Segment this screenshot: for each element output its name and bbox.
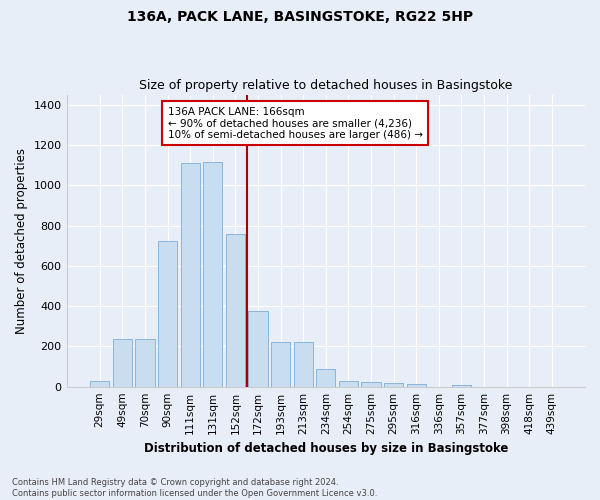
Y-axis label: Number of detached properties: Number of detached properties (15, 148, 28, 334)
Bar (158, 240, 177, 386)
Bar (248, 311, 268, 386)
Title: Size of property relative to detached houses in Basingstoke: Size of property relative to detached ho… (139, 79, 512, 92)
Text: 136A PACK LANE: 166sqm
← 90% of detached houses are smaller (4,236)
10% of semi-: 136A PACK LANE: 166sqm ← 90% of detached… (167, 106, 422, 140)
Bar (361, 382, 380, 386)
Bar (226, 234, 245, 386)
Bar (293, 342, 313, 386)
Bar (203, 162, 223, 386)
Bar (407, 384, 426, 386)
Text: Contains HM Land Registry data © Crown copyright and database right 2024.
Contai: Contains HM Land Registry data © Crown c… (12, 478, 377, 498)
Bar (181, 163, 200, 386)
Bar (452, 384, 471, 386)
Bar (113, 340, 132, 386)
Bar (136, 340, 155, 386)
X-axis label: Distribution of detached houses by size in Basingstoke: Distribution of detached houses by size … (143, 442, 508, 455)
Text: 136A, PACK LANE, BASINGSTOKE, RG22 5HP: 136A, PACK LANE, BASINGSTOKE, RG22 5HP (127, 10, 473, 24)
Bar (339, 380, 358, 386)
Bar (384, 382, 403, 386)
Bar (90, 380, 109, 386)
Bar (271, 342, 290, 386)
Bar (316, 368, 335, 386)
